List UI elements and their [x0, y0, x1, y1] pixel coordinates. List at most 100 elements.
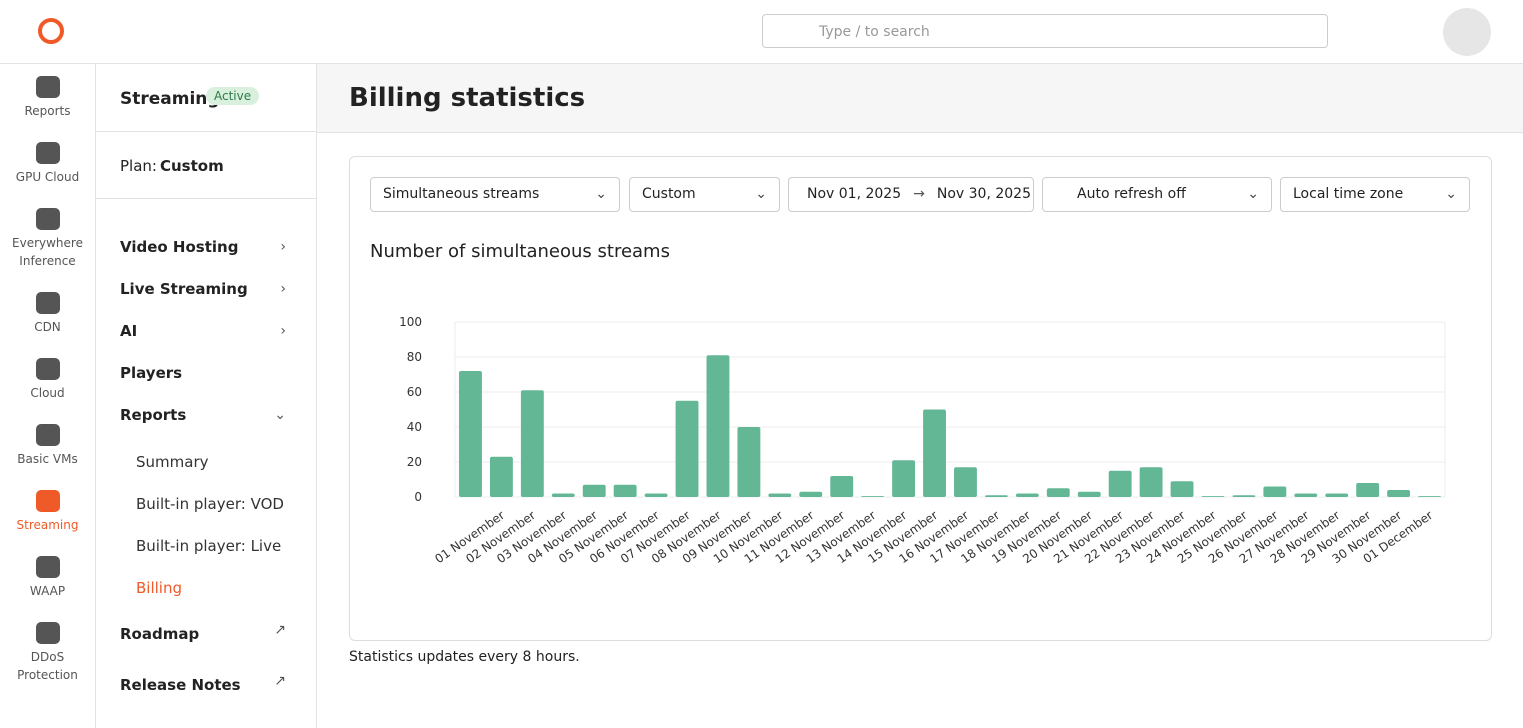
bar	[984, 495, 1008, 497]
bar	[799, 491, 823, 497]
bar	[737, 427, 761, 497]
nav-rail: Reports GPU Cloud Everywhere Inference CDN C…	[0, 64, 96, 728]
metric-select[interactable]: Simultaneous streams ⌄	[370, 177, 620, 212]
nav-item[interactable]: Cloud	[0, 358, 95, 402]
nav-item[interactable]: Streaming	[0, 490, 95, 534]
nav-icon	[35, 490, 60, 512]
nav-item[interactable]: Reports	[0, 76, 95, 120]
y-tick-label: 40	[407, 420, 422, 434]
chevron: ›	[280, 323, 286, 339]
bar	[1232, 495, 1256, 497]
y-tick-label: 80	[407, 350, 422, 364]
chart: Number of simultaneous streams 0 20 40 60 80…	[370, 241, 1446, 566]
chevron: ⌄	[595, 186, 607, 202]
bar	[489, 456, 513, 497]
menu-item[interactable]: Live Streaming	[120, 280, 248, 298]
nav-label: Basic VMs	[17, 452, 78, 466]
menu-item[interactable]: AI	[120, 322, 138, 340]
period-select[interactable]: Custom ⌄	[629, 177, 780, 212]
nav-label: GPU Cloud	[15, 170, 80, 184]
avatar[interactable]	[1443, 8, 1491, 56]
external-link[interactable]: Release Notes	[120, 676, 241, 694]
nav-label: Everywhere Inference	[12, 236, 83, 268]
nav-label: Cloud	[30, 386, 65, 400]
timezone-value: Local time zone	[1293, 186, 1404, 202]
divider	[96, 198, 316, 199]
bar	[1170, 481, 1194, 497]
sidebar: Streaming Active Plan: Custom Video Host…	[96, 64, 317, 728]
submenu-item[interactable]: Built-in player: VOD	[136, 495, 284, 513]
nav-icon	[35, 208, 60, 230]
chevron: ⌄	[1247, 186, 1259, 202]
nav-icon	[35, 358, 60, 380]
divider	[96, 131, 316, 132]
bar	[520, 390, 544, 497]
bar	[1139, 467, 1163, 497]
footnote: Statistics updates every 8 hours.	[349, 649, 580, 665]
nav-label: Reports	[24, 104, 71, 118]
bar	[954, 467, 977, 497]
bar	[551, 493, 575, 497]
bar	[1356, 483, 1380, 497]
bar	[1387, 490, 1411, 497]
y-tick-label: 20	[407, 455, 422, 469]
refresh-select[interactable]: Auto refresh off ⌄	[1042, 177, 1272, 212]
bar	[1418, 496, 1441, 497]
nav-item[interactable]: Everywhere Inference	[0, 208, 95, 270]
nav-icon	[35, 424, 60, 446]
menu-item[interactable]: Video Hosting	[120, 238, 239, 256]
nav-label: WAAP	[29, 584, 66, 598]
nav-icon	[35, 292, 60, 314]
date-to: Nov 30, 2025	[936, 186, 1031, 202]
nav-icon	[35, 142, 60, 164]
nav-item[interactable]: CDN	[0, 292, 95, 336]
bar	[1263, 486, 1287, 497]
date-range[interactable]: Nov 01, 2025 → Nov 30, 2025	[788, 177, 1034, 212]
bar	[582, 484, 606, 497]
date-from: Nov 01, 2025	[807, 186, 902, 202]
chevron: ⌄	[755, 186, 767, 202]
external-link[interactable]: Roadmap	[120, 625, 200, 643]
bar	[459, 371, 482, 497]
menu-item[interactable]: Players	[120, 364, 183, 382]
metric-value: Simultaneous streams	[383, 186, 540, 202]
bar	[644, 493, 668, 497]
nav-item[interactable]: GPU Cloud	[0, 142, 95, 186]
plan-label: Plan:	[120, 157, 157, 175]
page-title: Billing statistics	[349, 83, 586, 113]
nav-label: CDN	[34, 320, 61, 334]
bar	[1077, 491, 1101, 497]
refresh-value: Auto refresh off	[1077, 186, 1186, 202]
bar	[706, 355, 730, 497]
search-box[interactable]: Type / to search	[762, 14, 1328, 48]
bar	[923, 409, 946, 497]
nav-icon	[35, 622, 60, 644]
nav-icon	[35, 76, 60, 98]
product-name: Streaming	[120, 89, 220, 109]
chart-card	[349, 156, 1492, 641]
submenu-item[interactable]: Summary	[136, 453, 209, 471]
page-header: Billing statistics	[317, 64, 1523, 133]
bar	[1046, 488, 1070, 497]
logo[interactable]	[38, 18, 64, 44]
bar	[768, 493, 792, 497]
top-bar: Type / to search	[0, 0, 1523, 64]
nav-item[interactable]: DDoS Protection	[0, 622, 95, 684]
timezone-select[interactable]: Local time zone ⌄	[1280, 177, 1470, 212]
chevron: ⌄	[274, 407, 286, 423]
nav-icon	[35, 556, 60, 578]
nav-label: Streaming	[16, 518, 79, 532]
nav-label: DDoS Protection	[17, 650, 78, 682]
bar	[1015, 493, 1039, 497]
submenu-item[interactable]: Built-in player: Live	[136, 537, 282, 555]
nav-item[interactable]: Basic VMs	[0, 424, 95, 468]
submenu-item[interactable]: Billing	[136, 579, 182, 597]
bar	[830, 476, 854, 497]
chevron: ›	[280, 281, 286, 297]
bar	[1325, 493, 1349, 497]
external-icon: ↗	[274, 622, 286, 638]
y-tick-label: 60	[407, 385, 422, 399]
menu-item[interactable]: Reports	[120, 406, 187, 424]
nav-item[interactable]: WAAP	[0, 556, 95, 600]
